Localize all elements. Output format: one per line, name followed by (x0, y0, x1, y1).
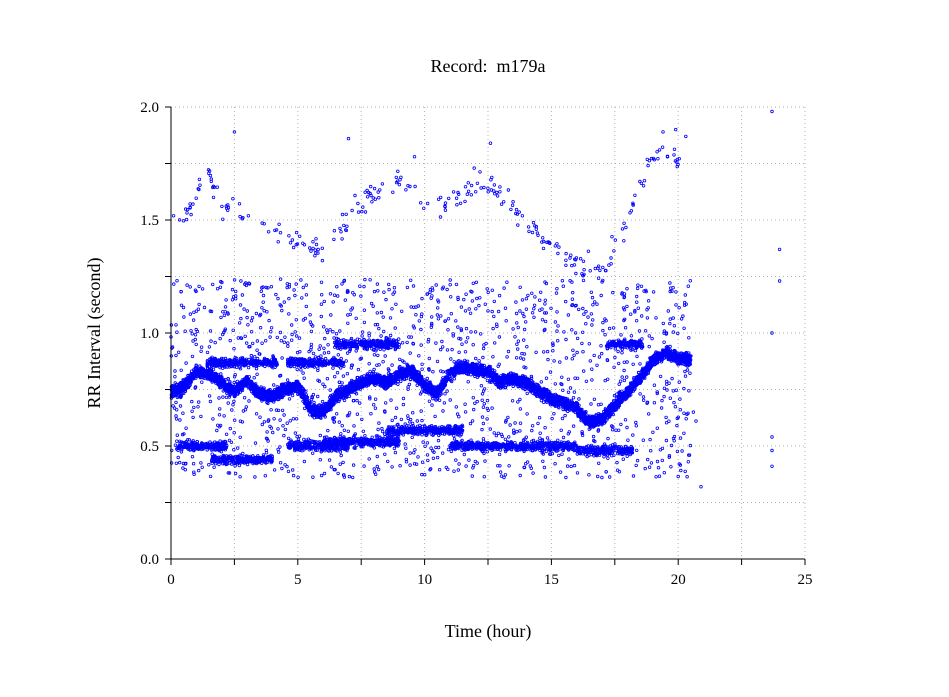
data-point (684, 350, 688, 355)
data-point (396, 379, 400, 384)
data-point (368, 369, 372, 374)
data-point (483, 375, 487, 379)
data-point (228, 380, 232, 384)
grid-lines (170, 106, 806, 560)
data-point (542, 400, 546, 404)
data-point (434, 398, 438, 402)
data-point (400, 376, 404, 380)
data-point (605, 418, 609, 422)
data-point (221, 389, 225, 393)
data-point (493, 369, 497, 373)
data-point (402, 377, 407, 382)
data-point (566, 409, 570, 414)
data-point (469, 373, 473, 377)
data-point (399, 379, 403, 384)
data-point (631, 389, 636, 393)
data-point (235, 379, 239, 384)
data-point (441, 376, 445, 380)
data-point (668, 344, 672, 349)
data-points (169, 109, 782, 489)
data-point (539, 398, 544, 403)
